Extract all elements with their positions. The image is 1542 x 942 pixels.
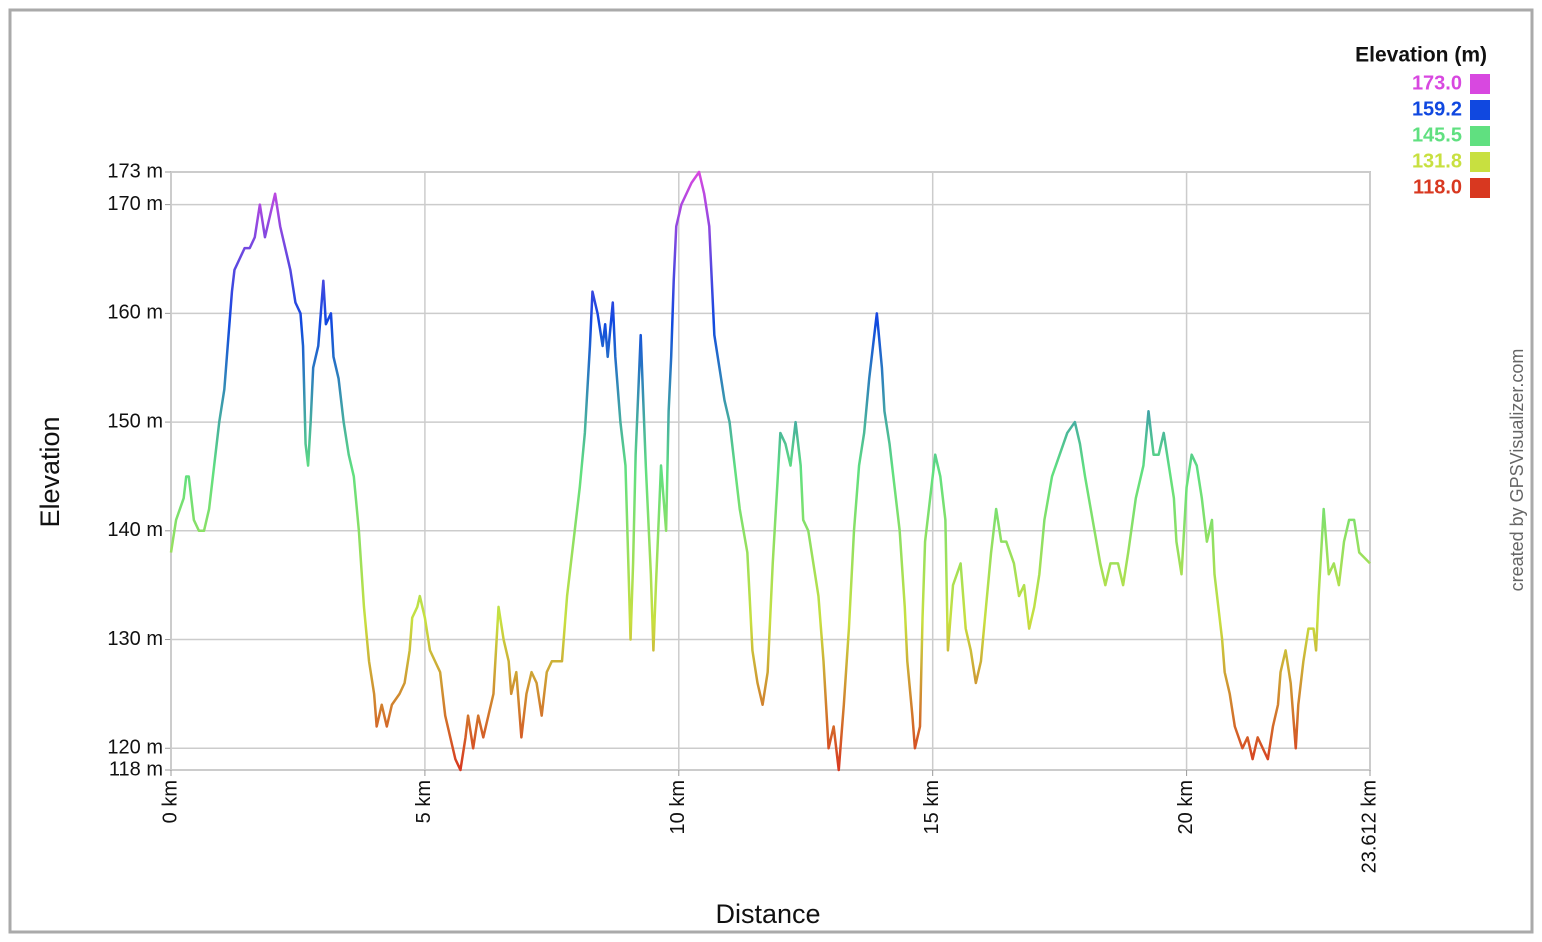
legend-label: 118.0 <box>1413 176 1462 198</box>
x-tick-label: 10 km <box>667 780 689 834</box>
x-tick-label: 15 km <box>921 780 943 834</box>
y-tick-label: 120 m <box>107 737 163 759</box>
y-tick-label: 170 m <box>107 193 163 215</box>
x-axis-label: Distance <box>715 899 820 929</box>
legend-swatch <box>1470 152 1490 172</box>
x-tick-label: 23.612 km <box>1358 780 1380 873</box>
credit: created by GPSVisualizer.com <box>1507 349 1527 592</box>
x-tick-label: 5 km <box>413 780 435 823</box>
y-tick-label: 160 m <box>107 302 163 324</box>
legend-label: 173.0 <box>1412 72 1462 94</box>
legend-label: 159.2 <box>1412 98 1462 120</box>
y-axis-label: Elevation <box>35 416 65 527</box>
legend-swatch <box>1470 126 1490 146</box>
y-tick-label: 140 m <box>107 519 163 541</box>
x-tick-label: 20 km <box>1175 780 1197 834</box>
legend-label: 145.5 <box>1412 124 1462 146</box>
elevation-line <box>169 170 1371 772</box>
legend-title: Elevation (m) <box>1355 44 1487 67</box>
x-tick-label: 0 km <box>159 780 181 823</box>
legend-label: 131.8 <box>1412 150 1462 172</box>
y-tick-label: 130 m <box>107 628 163 650</box>
y-tick-label: 173 m <box>107 160 163 182</box>
y-tick-label: 118 m <box>109 758 163 780</box>
legend-swatch <box>1470 100 1490 120</box>
y-tick-label: 150 m <box>107 410 163 432</box>
legend-swatch <box>1470 74 1490 94</box>
legend-swatch <box>1470 178 1490 198</box>
